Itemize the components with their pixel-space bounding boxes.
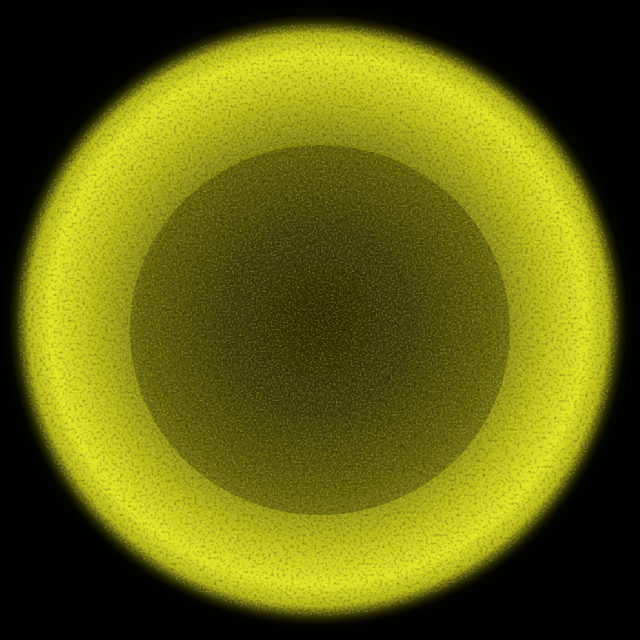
dark-speckle-texture <box>18 24 618 616</box>
